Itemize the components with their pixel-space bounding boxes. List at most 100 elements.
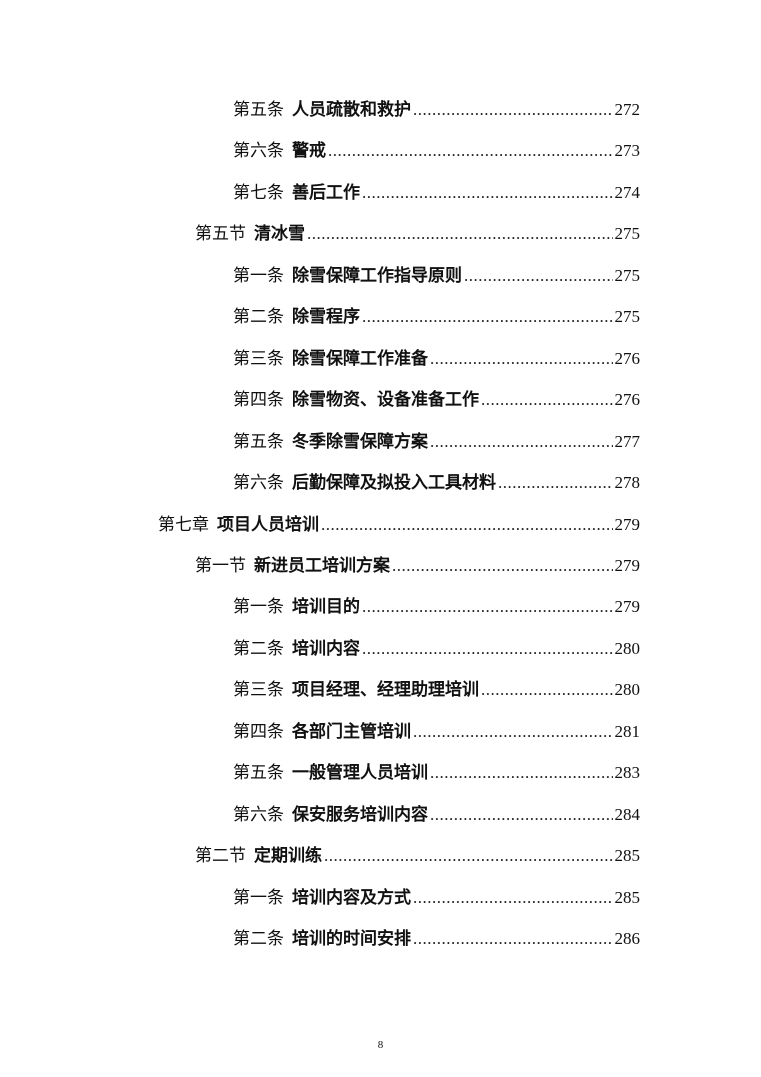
toc-entry-number: 第四条 xyxy=(233,390,284,410)
toc-entry-number: 第六条 xyxy=(233,804,284,824)
toc-entry-number: 第五节 xyxy=(195,224,246,244)
toc-entry-page: 286 xyxy=(614,929,641,948)
toc-entry-page: 280 xyxy=(614,638,641,658)
toc-entry-title: 各部门主管培训 xyxy=(292,721,411,741)
page-number: 8 xyxy=(377,1039,384,1051)
toc-entry-page: 277 xyxy=(614,431,641,451)
toc-entry-number: 第五条 xyxy=(233,763,284,783)
toc-entry-page: 274 xyxy=(614,182,641,202)
dot-leader xyxy=(413,927,613,951)
toc-entry-number: 第一条 xyxy=(233,887,284,907)
toc-entry-page: 280 xyxy=(614,680,641,700)
toc-entry-number: 第三条 xyxy=(233,348,284,368)
toc-entry-number: 第一条 xyxy=(233,265,284,285)
toc-entry-number: 第二条 xyxy=(233,307,284,327)
toc-entry-page: 273 xyxy=(614,141,641,161)
toc-entry-page: 285 xyxy=(614,846,641,866)
dot-leader xyxy=(392,554,613,578)
toc-entry-page: 281 xyxy=(614,721,641,741)
dot-leader xyxy=(413,886,613,910)
toc-entry-title: 除雪保障工作准备 xyxy=(292,348,428,368)
toc-entry-number: 第二条 xyxy=(233,929,284,948)
dot-leader xyxy=(481,678,613,702)
toc-entry-title: 项目经理、经理助理培训 xyxy=(292,680,479,700)
toc-entry-number: 第六条 xyxy=(233,473,284,493)
toc-entry-number: 第二节 xyxy=(195,846,246,866)
toc-entry-page: 285 xyxy=(614,887,641,907)
dot-leader xyxy=(321,513,613,537)
toc-entry-number: 第七条 xyxy=(233,182,284,202)
toc-entry-title: 新进员工培训方案 xyxy=(254,555,390,575)
toc-entry-page: 279 xyxy=(614,555,641,575)
dot-leader xyxy=(328,139,613,163)
dot-leader xyxy=(324,844,613,868)
toc-entry-title: 除雪程序 xyxy=(292,307,360,327)
toc-entry-number: 第七章 xyxy=(158,514,209,534)
dot-leader xyxy=(430,761,613,785)
dot-leader xyxy=(362,637,613,661)
toc-entry-page: 275 xyxy=(614,224,641,244)
toc-entry-title: 项目人员培训 xyxy=(217,514,319,534)
toc-entry-page: 283 xyxy=(614,763,641,783)
toc-entry-page: 276 xyxy=(614,348,641,368)
dot-leader xyxy=(464,264,613,288)
dot-leader xyxy=(481,388,613,412)
toc-entry-title: 除雪物资、设备准备工作 xyxy=(292,390,479,410)
toc-entry-title: 保安服务培训内容 xyxy=(292,804,428,824)
dot-leader xyxy=(430,803,613,827)
toc-entry-number: 第一节 xyxy=(195,555,246,575)
toc-entry-title: 一般管理人员培训 xyxy=(292,763,428,783)
dot-leader xyxy=(413,98,613,122)
toc-entry-number: 第五条 xyxy=(233,431,284,451)
toc-entry-title: 后勤保障及拟投入工具材料 xyxy=(292,473,496,493)
dot-leader xyxy=(430,347,613,371)
toc-entry-page: 284 xyxy=(614,804,641,824)
toc-entry-title: 定期训练 xyxy=(254,846,322,866)
toc-entry-page: 278 xyxy=(614,473,641,493)
toc-entry-page: 272 xyxy=(614,100,641,119)
toc-entry-page: 275 xyxy=(614,307,641,327)
toc-entry-title: 培训内容 xyxy=(292,638,360,658)
dot-leader xyxy=(362,181,613,205)
dot-leader xyxy=(307,222,613,246)
dot-leader xyxy=(413,720,613,744)
toc-entry-number: 第六条 xyxy=(233,141,284,161)
toc-entry-page: 279 xyxy=(614,597,641,617)
dot-leader xyxy=(362,305,613,329)
toc-entry-number: 第二条 xyxy=(233,638,284,658)
toc-entry-number: 第四条 xyxy=(233,721,284,741)
toc-entry-title: 培训内容及方式 xyxy=(292,887,411,907)
toc-entry-title: 警戒 xyxy=(292,141,326,161)
dot-leader xyxy=(498,471,613,495)
dot-leader xyxy=(430,430,613,454)
toc-entry-title: 善后工作 xyxy=(292,182,360,202)
toc-entry-page: 276 xyxy=(614,390,641,410)
toc-entry-title: 培训目的 xyxy=(292,597,360,617)
dot-leader xyxy=(362,595,613,619)
toc-entry-number: 第三条 xyxy=(233,680,284,700)
toc-entry-title: 清冰雪 xyxy=(254,224,305,244)
toc-entry-title: 冬季除雪保障方案 xyxy=(292,431,428,451)
toc-entry-title: 培训的时间安排 xyxy=(292,929,411,948)
